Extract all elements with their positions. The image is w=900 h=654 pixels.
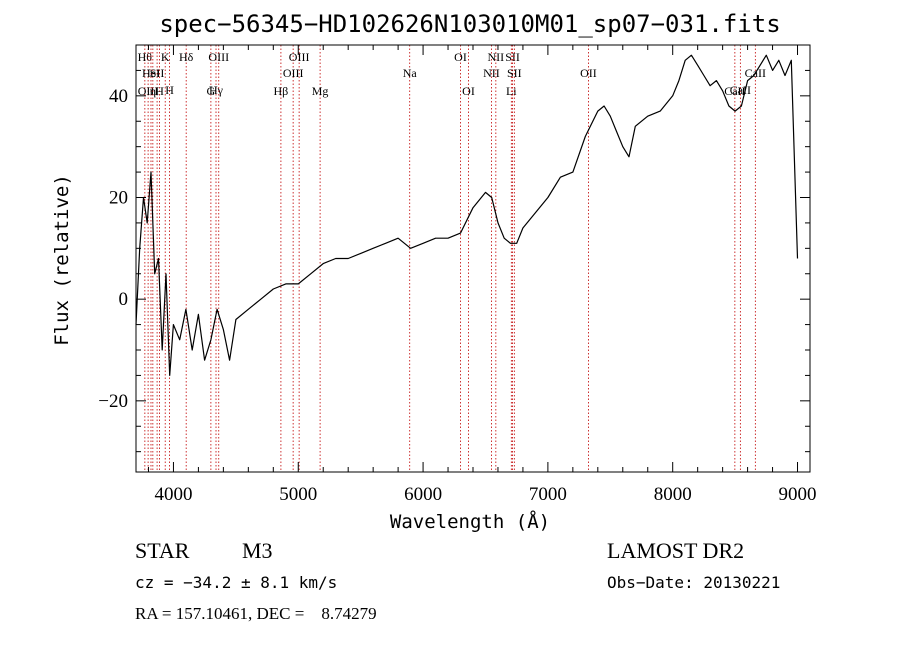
marker-label: OIII: [138, 84, 159, 98]
marker-label: Hθ: [138, 50, 153, 64]
plot-frame: [135, 44, 811, 473]
marker-label: K: [161, 50, 170, 64]
redshift-value: cz = −34.2 ± 8.1 km/s: [135, 573, 337, 592]
marker-label: Hγ: [209, 83, 224, 97]
marker-label: NII: [488, 50, 505, 64]
spectral-line-markers: HθOIIIHeIηSIIHKHHδGHγOIIIHβOIIIOIIIMgNaO…: [138, 45, 766, 472]
marker-label: SII: [507, 66, 522, 80]
marker-label: OIII: [289, 50, 310, 64]
coordinates: RA = 157.10461, DEC = 8.74279: [135, 604, 377, 623]
object-class: STAR: [135, 538, 190, 563]
y-tick-label: 0: [119, 289, 129, 310]
marker-label: CaII: [730, 83, 751, 97]
y-tick-label: 20: [109, 188, 128, 209]
x-tick-label: 8000: [654, 484, 692, 505]
marker-label: OIII: [208, 50, 229, 64]
axis-ticks: 4000 5000 6000 7000 8000 9000 −20 0 20 40: [98, 45, 817, 505]
x-tick-label: 6000: [404, 484, 442, 505]
marker-label: SII: [505, 50, 520, 64]
marker-label: H: [155, 84, 164, 98]
marker-label: Li: [506, 84, 517, 98]
marker-label: Hδ: [179, 50, 194, 64]
marker-label: η: [150, 84, 156, 98]
marker-label: H: [165, 83, 174, 97]
y-tick-label: −20: [98, 391, 128, 412]
marker-label: NII: [483, 66, 500, 80]
x-tick-label: 5000: [279, 484, 317, 505]
y-tick-label: 40: [109, 86, 128, 107]
observation-date: Obs−Date: 20130221: [607, 573, 780, 592]
x-axis-label: Wavelength (Å): [390, 510, 550, 533]
x-tick-label: 4000: [154, 484, 192, 505]
marker-label: OIII: [283, 66, 304, 80]
marker-label: OI: [454, 50, 467, 64]
marker-label: Mg: [312, 84, 329, 98]
chart-title: spec−56345−HD102626N103010M01_sp07−031.f…: [159, 10, 780, 38]
marker-label: HeI: [142, 66, 160, 80]
survey-name: LAMOST DR2: [607, 538, 744, 563]
spectrum-series-line: [135, 54, 799, 376]
marker-label: G: [207, 84, 216, 98]
marker-label: SII: [150, 66, 165, 80]
y-axis-label: Flux (relative): [51, 174, 73, 346]
x-tick-label: 9000: [779, 484, 817, 505]
marker-label: Hβ: [274, 84, 289, 98]
marker-label: Na: [403, 66, 418, 80]
object-subclass: M3: [242, 538, 273, 563]
marker-label: OII: [580, 66, 597, 80]
x-tick-label: 7000: [529, 484, 567, 505]
marker-label: OI: [462, 84, 475, 98]
